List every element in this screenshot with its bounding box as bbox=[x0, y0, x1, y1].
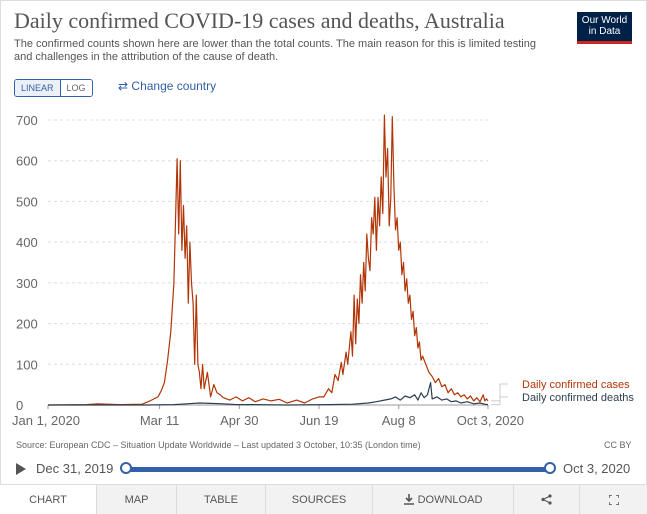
tab-download[interactable]: DOWNLOAD bbox=[373, 485, 514, 514]
swap-arrows-icon: ⇄ bbox=[118, 79, 129, 93]
tab-table[interactable]: TABLE bbox=[177, 485, 266, 514]
series-line-cases[interactable] bbox=[47, 114, 489, 406]
y-tick-label: 600 bbox=[16, 154, 38, 169]
grid-layer bbox=[47, 119, 489, 409]
timeline-track[interactable] bbox=[126, 467, 550, 472]
logo-line-1: Our World bbox=[581, 15, 628, 26]
tab-map-label: MAP bbox=[124, 493, 149, 506]
y-tick-label: 700 bbox=[16, 113, 38, 128]
timeline-end-handle[interactable] bbox=[544, 462, 556, 474]
change-country-button[interactable]: ⇄ Change country bbox=[118, 79, 216, 93]
x-tick-label: Jan 1, 2020 bbox=[12, 413, 80, 428]
tab-sources-label: SOURCES bbox=[291, 493, 347, 506]
x-tick-label: Oct 3, 2020 bbox=[457, 413, 524, 428]
tab-sources[interactable]: SOURCES bbox=[266, 485, 373, 514]
chart-title: Daily confirmed COVID-19 cases and death… bbox=[14, 8, 505, 33]
tab-download-label: DOWNLOAD bbox=[417, 493, 483, 506]
series-label-deaths: Daily confirmed deaths bbox=[522, 392, 634, 404]
x-tick-label: Apr 30 bbox=[220, 413, 258, 428]
tab-chart-label: CHART bbox=[29, 493, 67, 506]
timeline-start-handle[interactable] bbox=[120, 462, 132, 474]
logo-line-2: in Data bbox=[588, 26, 621, 37]
y-tick-labels: 0 100 200 300 400 500 600 700 bbox=[16, 113, 38, 413]
fullscreen-button[interactable] bbox=[580, 485, 647, 514]
timeline: Dec 31, 2019 Oct 3, 2020 bbox=[0, 458, 647, 482]
share-button[interactable] bbox=[514, 485, 580, 514]
share-icon bbox=[541, 494, 552, 505]
change-country-label: Change country bbox=[131, 79, 217, 93]
series-line-deaths[interactable] bbox=[48, 382, 489, 406]
license-link[interactable]: CC BY bbox=[604, 440, 632, 450]
x-tick-label: Aug 8 bbox=[382, 413, 416, 428]
download-icon bbox=[403, 494, 414, 505]
x-tick-labels: Jan 1, 2020 Mar 11 Apr 30 Jun 19 Aug 8 Oct 3,… bbox=[12, 413, 524, 428]
play-icon[interactable] bbox=[16, 463, 26, 475]
y-tick-label: 0 bbox=[16, 398, 23, 413]
owid-logo[interactable]: Our World in Data bbox=[577, 12, 632, 44]
label-connector bbox=[491, 396, 508, 406]
chart-subtitle: The confirmed counts shown here are lowe… bbox=[14, 38, 536, 63]
scale-toggle: LINEAR LOG bbox=[14, 79, 93, 97]
log-scale-button[interactable]: LOG bbox=[60, 80, 92, 96]
series-layer bbox=[47, 114, 489, 406]
series-label-cases: Daily confirmed cases bbox=[522, 379, 630, 391]
x-tick-label: Mar 11 bbox=[140, 413, 180, 428]
line-chart: 0 100 200 300 400 500 600 700 Jan 1, 2020 Mar 11… bbox=[12, 113, 634, 428]
tab-map[interactable]: MAP bbox=[97, 485, 177, 514]
timeline-end-label: Oct 3, 2020 bbox=[563, 461, 631, 476]
linear-scale-button[interactable]: LINEAR bbox=[15, 80, 61, 96]
tab-chart[interactable]: CHART bbox=[0, 485, 97, 514]
y-tick-label: 400 bbox=[16, 235, 38, 250]
fullscreen-icon bbox=[608, 494, 619, 505]
y-tick-label: 500 bbox=[16, 194, 38, 209]
y-tick-label: 200 bbox=[16, 317, 38, 332]
source-note: Source: European CDC – Situation Update … bbox=[16, 440, 421, 450]
label-connector bbox=[491, 383, 508, 402]
y-tick-label: 100 bbox=[16, 357, 38, 372]
bottom-tabs: CHART MAP TABLE SOURCES DOWNLOAD bbox=[0, 484, 647, 514]
timeline-start-label: Dec 31, 2019 bbox=[36, 461, 114, 476]
y-tick-label: 300 bbox=[16, 276, 38, 291]
x-tick-label: Jun 19 bbox=[299, 413, 338, 428]
tab-table-label: TABLE bbox=[203, 493, 239, 506]
